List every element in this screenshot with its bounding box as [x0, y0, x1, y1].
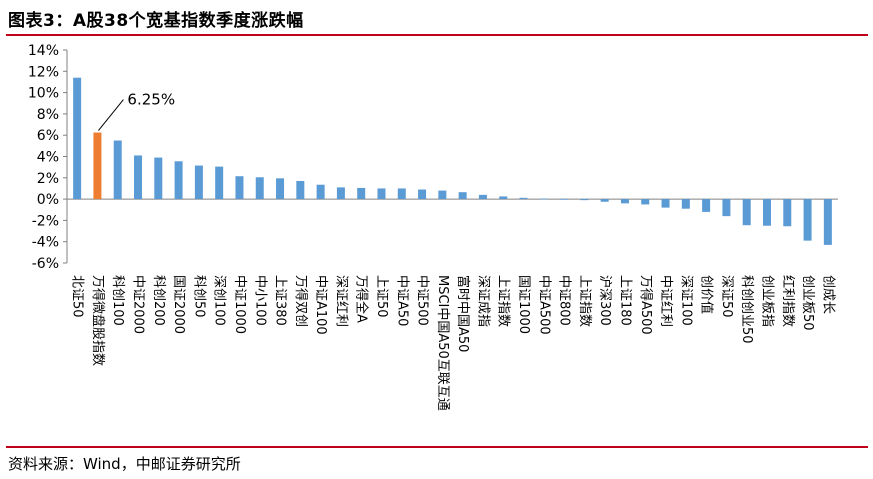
- y-tick-label: 10%: [28, 86, 59, 102]
- bar-1: [93, 132, 102, 200]
- x-tick-label: 沪深300: [597, 275, 613, 326]
- x-tick-label: 深证50: [719, 275, 734, 318]
- bar-15: [377, 188, 386, 200]
- bar-5: [174, 161, 183, 200]
- bar-30: [681, 199, 690, 209]
- bar-9: [255, 177, 264, 200]
- x-tick-label: 万得A500: [638, 275, 654, 335]
- bar-2: [113, 140, 122, 200]
- x-tick-label: 深创100: [212, 275, 227, 326]
- x-tick-label: 深证100: [678, 275, 693, 326]
- x-tick-label: 富时中国A50: [455, 275, 471, 352]
- y-tick-label: -2%: [32, 213, 59, 229]
- y-tick-label: 4%: [37, 150, 59, 166]
- bar-21: [499, 196, 508, 200]
- bar-22: [519, 197, 528, 200]
- x-tick-label: 科创100: [110, 275, 125, 326]
- annotation-label: 6.25%: [127, 91, 175, 109]
- bar-18: [438, 190, 447, 200]
- x-tick-label: 创价值: [699, 275, 715, 314]
- bar-12: [316, 184, 325, 200]
- title-rule: [6, 34, 868, 36]
- x-tick-label: MSCI中国A50互联互通: [435, 275, 450, 411]
- x-tick-label: 科创50: [191, 275, 206, 318]
- x-tick-label: 北证50: [70, 275, 85, 318]
- bar-7: [215, 166, 224, 200]
- bar-3: [134, 155, 143, 200]
- bar-35: [783, 199, 792, 227]
- bar-33: [742, 199, 751, 226]
- bar-36: [803, 199, 812, 241]
- bar-37: [823, 199, 832, 245]
- bar-31: [702, 199, 711, 212]
- bar-27: [620, 199, 629, 204]
- x-tick-label: 中证红利: [658, 275, 674, 327]
- x-tick-label: 科创创业50: [739, 275, 754, 344]
- bar-20: [478, 194, 487, 200]
- annotation-leader: [98, 99, 124, 131]
- bar-32: [722, 199, 731, 217]
- x-tick-label: 中小100: [252, 275, 267, 326]
- bar-16: [397, 188, 406, 200]
- y-tick-label: 8%: [37, 107, 59, 123]
- bar-34: [762, 199, 771, 226]
- x-tick-label: 万得双创: [293, 275, 309, 327]
- x-tick-label: 中证800: [557, 275, 572, 326]
- bar-13: [336, 187, 345, 200]
- y-tick-label: -6%: [32, 256, 59, 272]
- bar-14: [357, 187, 366, 200]
- x-tick-label: 中证500: [415, 275, 430, 326]
- x-tick-label: 红利指数: [780, 275, 796, 327]
- chart-title: 图表3：A股38个宽基指数季度涨跌幅: [8, 11, 304, 31]
- x-tick-label: 万得微盘股指数: [90, 275, 106, 366]
- bar-23: [539, 198, 548, 200]
- x-tick-label: 创业板50: [800, 275, 815, 331]
- bar-29: [661, 199, 670, 208]
- bar-10: [276, 178, 285, 200]
- x-tick-label: 国证1000: [516, 275, 531, 334]
- bar-chart: 14%12%10%8%6%4%2%0%-2%-4%-6%北证50 万得微盘股指数科…: [28, 43, 838, 411]
- x-tick-label: 中证A500: [536, 275, 551, 335]
- y-tick-label: 6%: [37, 128, 59, 144]
- x-tick-label: 创成长: [820, 275, 835, 314]
- y-tick-label: -4%: [32, 235, 59, 251]
- bar-19: [458, 192, 467, 200]
- x-tick-label: 科创200: [151, 275, 166, 326]
- x-tick-label: 中证A100: [313, 275, 328, 335]
- x-tick-label: 上证380: [273, 275, 288, 326]
- bar-25: [580, 199, 589, 201]
- bar-26: [600, 199, 609, 202]
- bar-4: [154, 157, 163, 200]
- x-tick-label: 万得全A: [354, 275, 370, 323]
- bar-11: [296, 180, 305, 200]
- y-tick-label: 12%: [28, 64, 59, 80]
- x-tick-label: 中证1000: [232, 275, 247, 334]
- y-tick-label: 0%: [37, 192, 59, 208]
- x-tick-label: 创业板指: [759, 275, 774, 327]
- bar-17: [418, 189, 427, 200]
- x-tick-label: 国证2000: [171, 275, 186, 334]
- x-tick-label: 中证A50: [394, 275, 409, 326]
- footer-rule: [6, 446, 868, 448]
- bar-28: [641, 199, 650, 205]
- y-tick-label: 2%: [37, 171, 59, 187]
- x-tick-label: 深证红利: [333, 275, 349, 327]
- x-tick-label: 中证2000: [131, 275, 146, 334]
- bar-6: [194, 165, 203, 200]
- y-tick-label: 14%: [28, 43, 59, 59]
- x-tick-label: 上证指数: [496, 275, 511, 327]
- x-tick-label: 上证180: [617, 275, 632, 326]
- x-tick-label: 上证50: [374, 275, 389, 318]
- bar-8: [235, 176, 244, 200]
- bar-24: [560, 198, 569, 200]
- bar-0: [73, 77, 82, 200]
- x-tick-label: 深证成指: [475, 275, 490, 327]
- x-tick-label: 上证指数: [577, 275, 592, 327]
- source-note: 资料来源：Wind，中邮证券研究所: [8, 455, 241, 473]
